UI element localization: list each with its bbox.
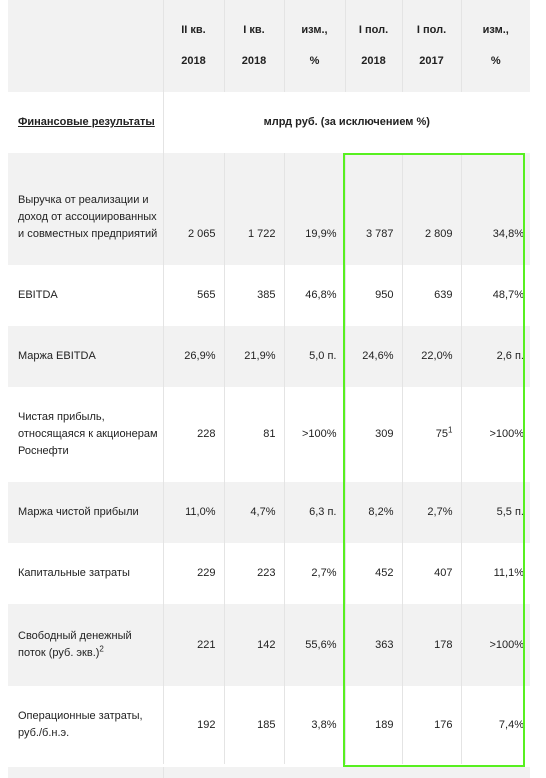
table-cell: 3,8% (284, 686, 346, 764)
header-corner (8, 0, 164, 92)
row-label-revenue: Выручка от реализации и доход от ассоции… (8, 153, 164, 265)
table-row: Выручка от реализации и доход от ассоции… (8, 153, 530, 265)
row-label-fcf: Свободный денежный поток (руб. экв.)2 (8, 604, 164, 686)
table-cell: 2 065 (163, 153, 225, 265)
section-title[interactable]: Финансовые результаты (8, 92, 164, 153)
table-cell: 22,0% (402, 326, 462, 387)
table-row: Капитальные затраты 229 223 2,7% 452 407… (8, 543, 530, 604)
table-cell: 1 722 (224, 153, 285, 265)
row-label-net-income: Чистая прибыль, относящаяся к акционерам… (8, 387, 164, 482)
table-cell: 950 (345, 265, 403, 326)
footnote-marker: 1 (448, 425, 453, 435)
footnote-marker: 2 (99, 644, 104, 654)
table-cell: 2,7% (284, 543, 346, 604)
table-cell: 4,7% (224, 482, 285, 543)
table-cell: 5,0 п. (284, 326, 346, 387)
header-q2-2018: II кв. 2018 (163, 0, 225, 92)
table-cell: 34,8% (461, 153, 530, 265)
table-cell: 21,9% (224, 326, 285, 387)
table-cell: 5,5 п. (461, 482, 530, 543)
table-cell: 48,7% (461, 265, 530, 326)
header-change-q: изм.,% (284, 0, 346, 92)
table-cell: >100% (284, 387, 346, 482)
table-row: EBITDA 565 385 46,8% 950 639 48,7% (8, 265, 530, 326)
row-label-text: Свободный денежный поток (руб. экв.) (18, 630, 132, 659)
row-label-ebitda: EBITDA (8, 265, 164, 326)
table-cell: 223 (224, 543, 285, 604)
table-cell: 26,9% (163, 326, 225, 387)
header-h1-2017: I пол. 2017 (402, 0, 462, 92)
table-cell-value: 75 (435, 428, 449, 440)
units-note: млрд руб. (за исключением %) (163, 92, 530, 153)
table-cell: 8,2% (345, 482, 403, 543)
header-row: II кв. 2018 I кв. 2018 изм.,% I пол. 2018 I… (8, 0, 530, 92)
row-label-net-margin: Маржа чистой прибыли (8, 482, 164, 543)
table-cell: 7,4% (461, 686, 530, 764)
table-cell: 185 (224, 686, 285, 764)
table-cell: 639 (402, 265, 462, 326)
header-h1-2018: I пол. 2018 (345, 0, 403, 92)
table-cell: 24,6% (345, 326, 403, 387)
row-label-opex: Операционные затраты, руб./б.н.э. (8, 686, 164, 764)
header-q1-2018: I кв. 2018 (224, 0, 285, 92)
financial-results-table: II кв. 2018 I кв. 2018 изм.,% I пол. 2018 I… (8, 0, 530, 764)
table-cell: 142 (224, 604, 285, 686)
table-bottom-strip (8, 767, 530, 778)
table-cell: 6,3 п. (284, 482, 346, 543)
table-cell: 178 (402, 604, 462, 686)
table-cell: 19,9% (284, 153, 346, 265)
table-cell: 2,7% (402, 482, 462, 543)
table-cell: >100% (461, 604, 530, 686)
table-cell: 3 787 (345, 153, 403, 265)
table-cell: 176 (402, 686, 462, 764)
table-cell: 363 (345, 604, 403, 686)
table-cell: 407 (402, 543, 462, 604)
table-cell: 452 (345, 543, 403, 604)
table-cell-with-footnote: 751 (402, 387, 462, 482)
row-label-capex: Капитальные затраты (8, 543, 164, 604)
table-cell: 189 (345, 686, 403, 764)
table-cell: 46,8% (284, 265, 346, 326)
section-row: Финансовые результаты млрд руб. (за искл… (8, 92, 530, 153)
table-row: Чистая прибыль, относящаяся к акционерам… (8, 387, 530, 482)
row-label-ebitda-margin: Маржа EBITDA (8, 326, 164, 387)
table-cell: 11,0% (163, 482, 225, 543)
column-divider (163, 767, 164, 778)
table-cell: 229 (163, 543, 225, 604)
table-cell: >100% (461, 387, 530, 482)
table-cell: 192 (163, 686, 225, 764)
table-cell: 309 (345, 387, 403, 482)
table-cell: 221 (163, 604, 225, 686)
table-row: Операционные затраты, руб./б.н.э. 192 18… (8, 686, 530, 764)
table-cell: 228 (163, 387, 225, 482)
table-row: Маржа чистой прибыли 11,0% 4,7% 6,3 п. 8… (8, 482, 530, 543)
table-cell: 385 (224, 265, 285, 326)
table-cell: 11,1% (461, 543, 530, 604)
table-row: Маржа EBITDA 26,9% 21,9% 5,0 п. 24,6% 22… (8, 326, 530, 387)
table-row: Свободный денежный поток (руб. экв.)2 22… (8, 604, 530, 686)
table-cell: 565 (163, 265, 225, 326)
header-change-h: изм.,% (461, 0, 530, 92)
table-cell: 55,6% (284, 604, 346, 686)
table-cell: 2 809 (402, 153, 462, 265)
table-cell: 2,6 п. (461, 326, 530, 387)
table-cell: 81 (224, 387, 285, 482)
